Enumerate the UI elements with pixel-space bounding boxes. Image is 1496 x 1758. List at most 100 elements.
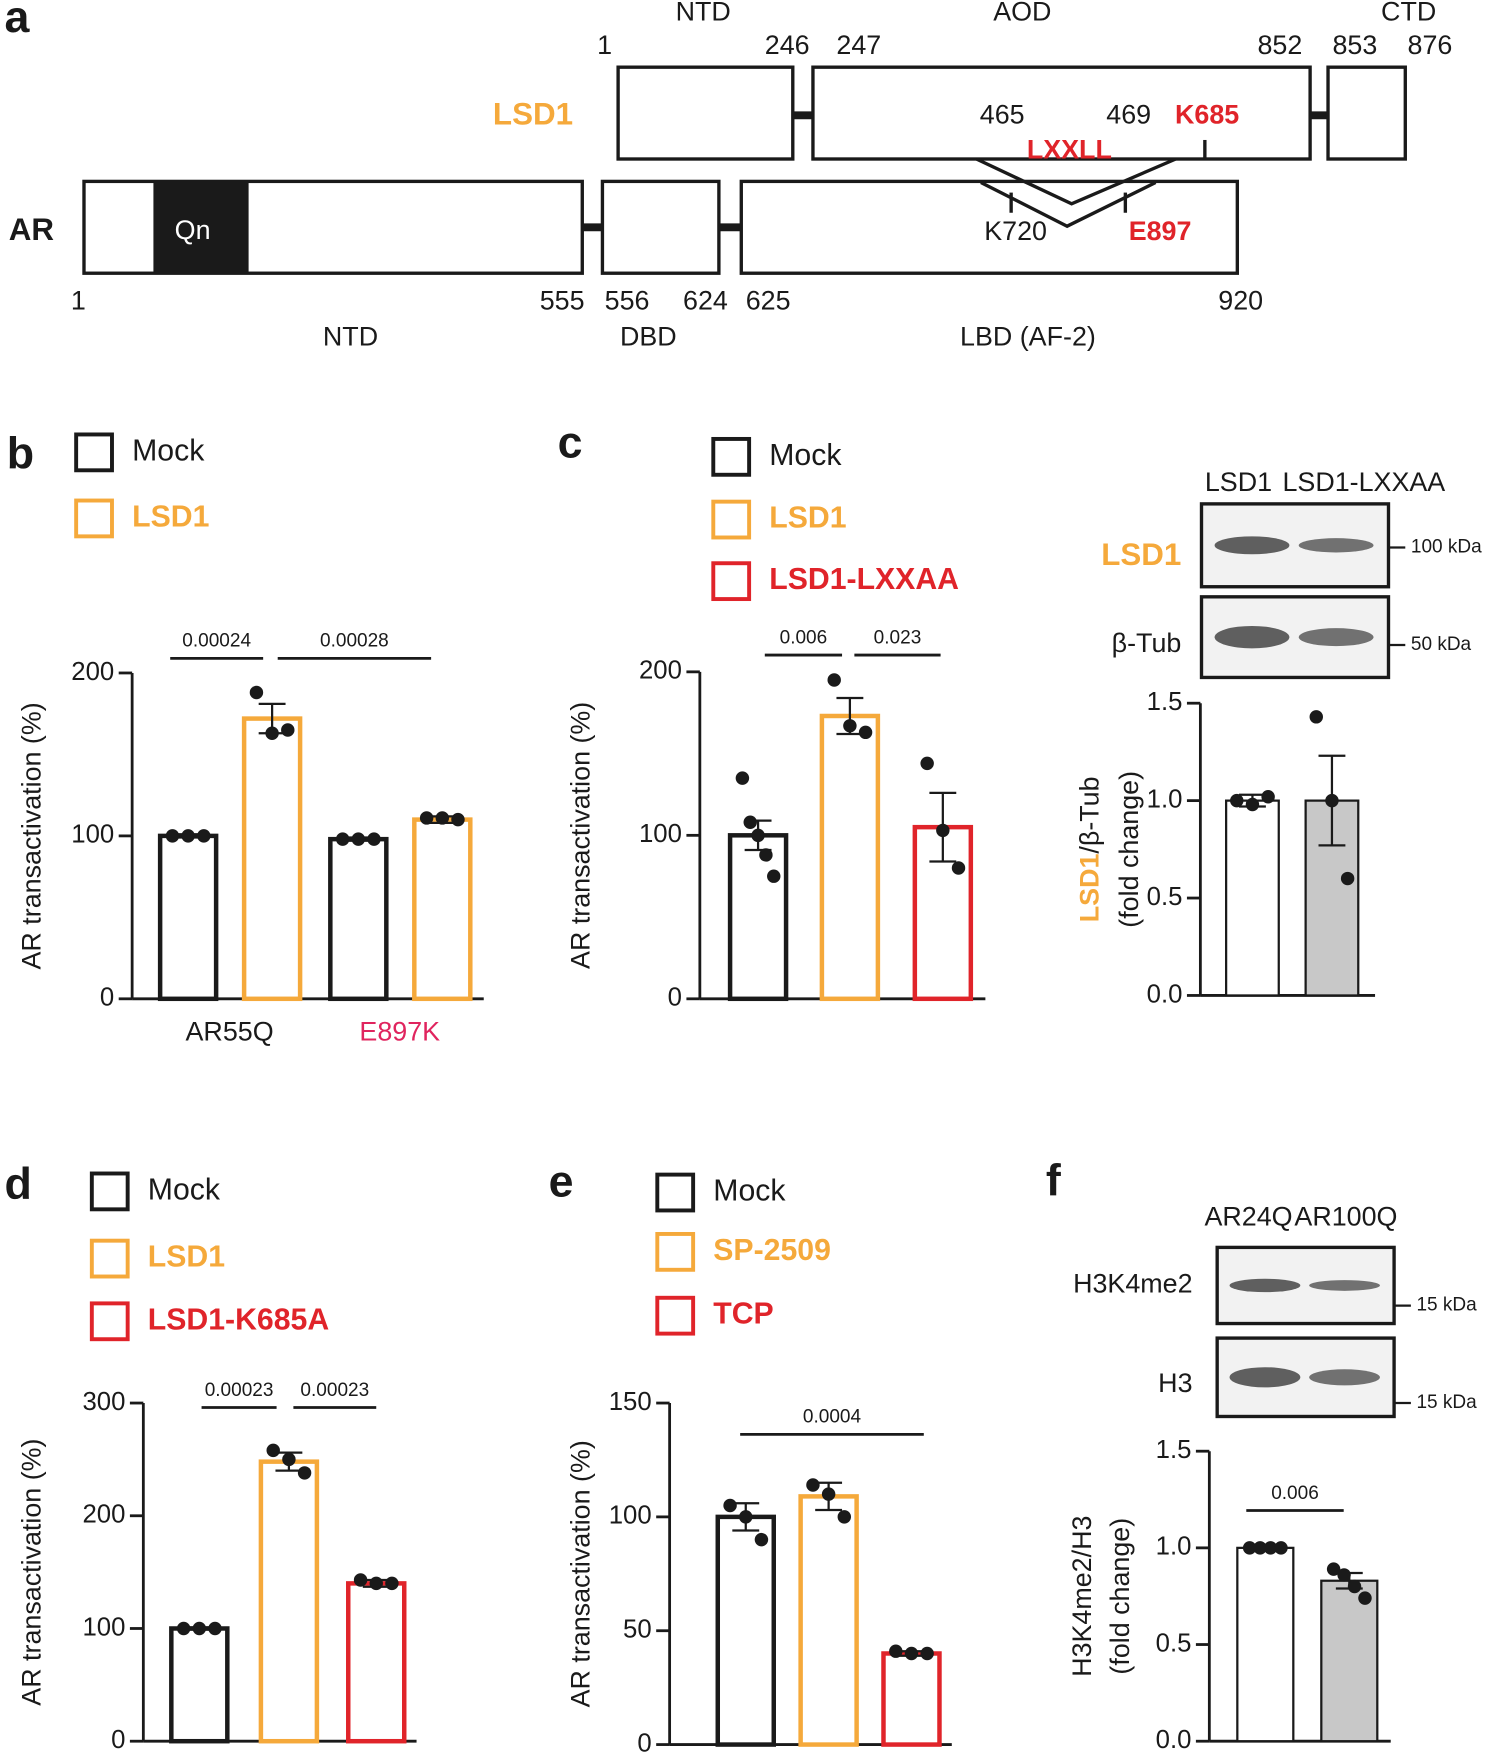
lane-label: LSD1-LXXAA <box>1282 467 1445 497</box>
bar <box>328 836 389 1002</box>
site: K685 <box>1175 100 1239 130</box>
band <box>1214 625 1290 649</box>
legend-label: TCP <box>713 1298 773 1331</box>
label-part: (fold change) <box>1105 1518 1135 1675</box>
data-point <box>335 832 350 846</box>
data-point <box>297 1466 312 1480</box>
y-axis-label: (fold change) <box>1114 771 1144 928</box>
data-point <box>858 725 873 740</box>
bar <box>1236 1546 1295 1743</box>
bar <box>881 1651 942 1747</box>
diagram: a NTD AOD CTD 1 246 247 852 853 876 LSD1… <box>4 0 1452 351</box>
data-point <box>739 1510 753 1524</box>
lane-label: AR24Q <box>1204 1201 1292 1231</box>
y-axis-label: H3K4me2/H3 <box>1067 1516 1097 1677</box>
label-part: (fold change) <box>1114 771 1144 928</box>
data-point <box>266 1443 280 1458</box>
legend-swatch <box>74 498 114 539</box>
y-axis-label: AR transactivation (%) <box>17 702 47 969</box>
residue: 556 <box>605 285 650 315</box>
bar <box>258 1459 320 1744</box>
y-tick-label: 0.5 <box>1147 883 1183 911</box>
repeat-label: Qn <box>175 215 211 245</box>
bar <box>1225 799 1280 997</box>
y-tick-label: 1.5 <box>1147 688 1183 716</box>
x-tick-label: AR55Q <box>186 1017 274 1047</box>
site: 465 <box>980 100 1025 130</box>
data-point <box>751 828 765 843</box>
y-axis-label: AR transactivation (%) <box>17 1439 47 1706</box>
label-part: H3K4me2/H3 <box>1067 1516 1097 1677</box>
qn-box <box>153 181 249 274</box>
data-point <box>435 811 450 825</box>
data-point <box>351 832 366 846</box>
y-tick-label: 100 <box>639 820 682 848</box>
band <box>1229 1367 1301 1388</box>
domain-label: NTD <box>323 321 378 351</box>
data-point <box>827 673 841 687</box>
data-point <box>265 726 279 740</box>
legend-label: LSD1-K685A <box>148 1303 330 1336</box>
panel-letter: a <box>4 0 30 42</box>
legend-swatch <box>655 1172 696 1213</box>
legend-swatch <box>655 1295 696 1336</box>
panel-letter: c <box>558 417 583 467</box>
p-value: 0.0004 <box>803 1407 862 1428</box>
bar <box>157 833 219 1002</box>
site: E897 <box>1129 216 1192 246</box>
lsd1-ctd-box <box>1326 65 1407 161</box>
y-tick-label: 0 <box>100 984 114 1012</box>
data-point <box>1358 1591 1372 1605</box>
data-point <box>385 1576 399 1591</box>
data-point <box>353 1573 368 1587</box>
label-part: LSD1 <box>1075 854 1105 923</box>
band <box>1298 538 1374 553</box>
bar <box>346 1581 407 1744</box>
domain-label: NTD <box>676 0 731 27</box>
data-point <box>754 1532 769 1547</box>
data-point <box>767 869 781 883</box>
data-point <box>1309 710 1323 724</box>
data-point <box>1261 790 1275 804</box>
data-point <box>723 1498 737 1513</box>
legend-label: Mock <box>713 1175 786 1208</box>
data-point <box>192 1621 207 1636</box>
legend-label: LSD1-LXXAA <box>769 563 959 596</box>
residue: 555 <box>540 285 585 315</box>
legend-swatch <box>711 499 752 540</box>
data-point <box>176 1621 191 1636</box>
domain-label: DBD <box>620 321 677 351</box>
marker-label: 50 kDa <box>1411 634 1472 655</box>
data-point <box>843 719 857 733</box>
data-point <box>1274 1541 1288 1555</box>
p-value: 0.00023 <box>300 1380 369 1401</box>
band <box>1214 536 1290 555</box>
residue: 247 <box>836 30 881 60</box>
lane-label: AR100Q <box>1294 1201 1397 1231</box>
panel-letter: d <box>4 1159 31 1209</box>
data-point <box>197 829 211 843</box>
marker-label: 15 kDa <box>1416 1392 1477 1413</box>
legend-swatch <box>89 1238 130 1279</box>
data-point <box>889 1644 903 1658</box>
legend-swatch <box>74 432 114 473</box>
y-axis-label: LSD1/β-Tub <box>1075 776 1105 922</box>
data-point <box>281 723 295 737</box>
row-label: LSD1 <box>1101 537 1181 572</box>
legend-label: Mock <box>769 439 842 472</box>
bar <box>819 713 881 1002</box>
data-point <box>1245 797 1260 812</box>
y-tick-label: 200 <box>639 657 682 685</box>
data-point <box>1347 1579 1362 1594</box>
data-point <box>1253 1541 1267 1555</box>
panel-letter: f <box>1046 1155 1061 1205</box>
band <box>1309 1280 1380 1291</box>
y-tick-label: 200 <box>71 658 114 686</box>
lane-label: LSD1 <box>1205 467 1272 497</box>
data-point <box>759 848 773 862</box>
panel-letter: b <box>7 429 34 479</box>
data-point <box>920 756 934 771</box>
interaction-line <box>975 157 1177 206</box>
domain-label: CTD <box>1381 0 1436 27</box>
